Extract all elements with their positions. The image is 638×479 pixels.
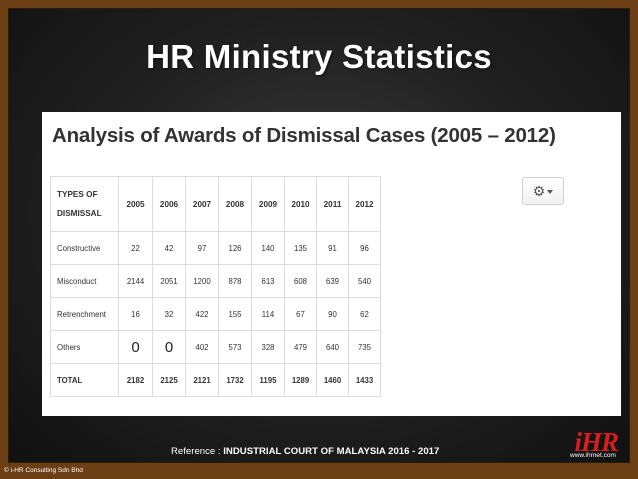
slide-title: HR Ministry Statistics	[146, 38, 492, 75]
row-label: TOTAL	[50, 363, 119, 397]
website-link[interactable]: www.ihrnet.com	[570, 452, 616, 459]
header-year: 2006	[152, 176, 186, 232]
table-heading: Analysis of Awards of Dismissal Cases (2…	[52, 124, 556, 147]
table-cell: 328	[251, 330, 285, 364]
logo-text: iHR	[574, 427, 619, 457]
table-cell: 62	[348, 297, 381, 331]
table-cell: 42	[152, 231, 186, 265]
header-year: 2007	[185, 176, 219, 232]
table-row-misconduct: Misconduct 2144 2051 1200 878 613 608 63…	[50, 264, 381, 298]
table-cell: 1195	[251, 363, 285, 397]
dismissal-table: TYPES OF DISMISSAL 2005 2006 2007 2008 2…	[50, 176, 381, 397]
table-cell: 2182	[118, 363, 153, 397]
table-cell: 479	[284, 330, 317, 364]
table-cell: 126	[218, 231, 252, 265]
header-year: 2005	[118, 176, 153, 232]
table-cell: 1433	[348, 363, 381, 397]
table-cell: 402	[185, 330, 219, 364]
table-cell: 67	[284, 297, 317, 331]
table-row-constructive: Constructive 22 42 97 126 140 135 91 96	[50, 231, 381, 265]
reference-source: INDUSTRIAL COURT OF MALAYSIA 2016 - 2017	[223, 446, 440, 457]
screenshot-panel: Analysis of Awards of Dismissal Cases (2…	[42, 112, 621, 416]
table-cell: 2121	[185, 363, 219, 397]
table-cell: 639	[316, 264, 349, 298]
table-cell: 1732	[218, 363, 252, 397]
settings-dropdown-button[interactable]: ⚙	[522, 177, 564, 205]
table-cell: 735	[348, 330, 381, 364]
row-label: Constructive	[50, 231, 119, 265]
header-line-2: DISMISSAL	[57, 209, 102, 218]
table-cell: 608	[284, 264, 317, 298]
header-year: 2012	[348, 176, 381, 232]
table-cell: 2125	[152, 363, 186, 397]
table-cell: 1200	[185, 264, 219, 298]
table-cell: 573	[218, 330, 252, 364]
table-cell: 155	[218, 297, 252, 331]
reference-note: Reference : INDUSTRIAL COURT OF MALAYSIA…	[171, 446, 439, 457]
table-cell: 0	[152, 330, 186, 364]
table-cell: 32	[152, 297, 186, 331]
table-cell: 114	[251, 297, 285, 331]
table-row-total: TOTAL 2182 2125 2121 1732 1195 1289 1460…	[50, 363, 381, 397]
table-cell: 878	[218, 264, 252, 298]
table-cell: 540	[348, 264, 381, 298]
table-cell: 640	[316, 330, 349, 364]
row-label: Retrenchment	[50, 297, 119, 331]
table-cell: 2144	[118, 264, 153, 298]
caret-down-icon	[547, 189, 554, 194]
table-cell: 135	[284, 231, 317, 265]
table-cell: 96	[348, 231, 381, 265]
table-cell: 90	[316, 297, 349, 331]
reference-label: Reference :	[171, 446, 224, 457]
header-line-1: TYPES OF	[57, 190, 98, 199]
table-cell: 613	[251, 264, 285, 298]
ihr-logo: iHR	[560, 428, 622, 458]
table-cell: 16	[118, 297, 153, 331]
table-cell: 422	[185, 297, 219, 331]
header-year: 2011	[316, 176, 349, 232]
table-cell: 91	[316, 231, 349, 265]
row-label: Others	[50, 330, 119, 364]
table-cell: 0	[118, 330, 153, 364]
table-row-retrenchment: Retrenchment 16 32 422 155 114 67 90 62	[50, 297, 381, 331]
header-types-of-dismissal: TYPES OF DISMISSAL	[50, 176, 119, 232]
table-cell: 1460	[316, 363, 349, 397]
table-cell: 97	[185, 231, 219, 265]
header-year: 2008	[218, 176, 252, 232]
table-cell: 140	[251, 231, 285, 265]
header-year: 2009	[251, 176, 285, 232]
table-cell: 22	[118, 231, 153, 265]
header-year: 2010	[284, 176, 317, 232]
table-cell: 1289	[284, 363, 317, 397]
table-cell: 2051	[152, 264, 186, 298]
table-header-row: TYPES OF DISMISSAL 2005 2006 2007 2008 2…	[50, 176, 381, 232]
gear-icon: ⚙	[532, 183, 546, 199]
copyright-notice: © i-HR Consulting Sdn Bhd	[4, 467, 83, 474]
row-label: Misconduct	[50, 264, 119, 298]
table-row-others: Others 0 0 402 573 328 479 640 735	[50, 330, 381, 364]
